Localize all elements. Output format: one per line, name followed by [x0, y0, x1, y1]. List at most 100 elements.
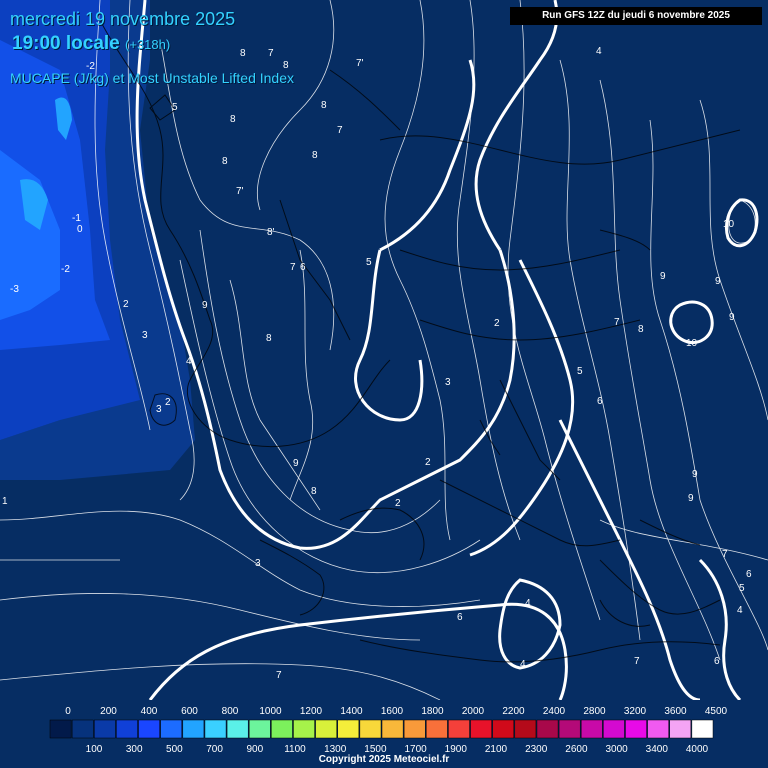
colorbar-top-label: 1200 — [300, 706, 323, 717]
colorbar-top-label: 2800 — [583, 706, 606, 717]
colorbar-swatch — [337, 719, 360, 739]
contour-label: 4 — [737, 605, 743, 616]
contour-label: 3 — [255, 558, 261, 569]
contour-label: 6 — [300, 262, 306, 273]
colorbar-swatch — [647, 719, 669, 739]
colorbar-bottom-label: 2100 — [485, 744, 508, 755]
forecast-time: 19:00 locale (+318h) — [12, 33, 170, 55]
colorbar-bottom-label: 900 — [246, 744, 263, 755]
cape-colorbar: 0 200 400 600 800 1000 1200 1400 1600 1800 2000 220… — [40, 700, 740, 768]
contour-label: 2 — [494, 318, 500, 329]
contour-label: 7 — [276, 670, 282, 681]
colorbar-top-label: 2400 — [543, 706, 566, 717]
colorbar-top-label: 1400 — [340, 706, 363, 717]
colorbar-swatch — [293, 719, 315, 739]
colorbar-swatch — [160, 719, 183, 739]
colorbar-swatch — [182, 719, 205, 739]
contour-label: 7 — [337, 125, 343, 136]
contour-label: 7 — [634, 656, 640, 667]
colorbar-swatch — [271, 719, 293, 739]
contour-label: 2 — [425, 457, 431, 468]
contour-label: 8 — [321, 100, 327, 111]
contour-label: 8 — [312, 150, 318, 161]
contour-label: 9 — [660, 271, 666, 282]
colorbar-top-label: 800 — [222, 706, 239, 717]
colorbar-top-label: 600 — [181, 706, 198, 717]
colorbar-swatch — [49, 719, 72, 739]
forecast-time-value: 19:00 locale — [12, 33, 120, 54]
contour-label: 7 — [722, 549, 728, 560]
colorbar-swatch — [204, 719, 227, 739]
copyright-text: Copyright 2025 Meteociel.fr — [318, 754, 450, 765]
colorbar-bottom-label: 2300 — [525, 744, 548, 755]
contour-label: 9 — [688, 493, 694, 504]
cape-cell-a — [55, 97, 72, 140]
forecast-lead: (+318h) — [125, 37, 171, 52]
colorbar-top-label: 1600 — [381, 706, 404, 717]
colorbar-swatch — [226, 719, 249, 739]
colorbar-bottom-label: 4000 — [686, 744, 709, 755]
contour-label: 9 — [202, 300, 208, 311]
contour-label: 4 — [525, 598, 531, 609]
contour-label: 6 — [597, 396, 603, 407]
contour-label: 9 — [729, 312, 735, 323]
colorbar-bottom-label: 3000 — [605, 744, 628, 755]
colorbar-swatch — [669, 719, 692, 739]
colorbar-top-label: 3600 — [664, 706, 687, 717]
contour-label: -2 — [86, 61, 95, 72]
colorbar-swatch — [492, 719, 515, 739]
colorbar-top-label: 1000 — [259, 706, 282, 717]
colorbar-top-label: 1800 — [421, 706, 444, 717]
contour-label: 7 — [290, 262, 296, 273]
contour-label: 5 — [577, 366, 583, 377]
colorbar-swatch — [691, 719, 714, 739]
colorbar-top-label: 2200 — [502, 706, 525, 717]
colorbar-bottom-label: 3400 — [646, 744, 669, 755]
contour-label: 6 — [755, 737, 761, 748]
colorbar-bottom-label: 1500 — [364, 744, 387, 755]
contour-label: 9 — [692, 469, 698, 480]
contour-label: -3 — [10, 284, 19, 295]
colorbar-swatch — [603, 719, 625, 739]
colorbar-swatch — [580, 719, 603, 739]
colorbar-bottom-label: 2600 — [565, 744, 588, 755]
run-info-badge: Run GFS 12Z du jeudi 6 novembre 2025 — [510, 7, 762, 25]
colorbar-swatch — [315, 719, 337, 739]
contour-label: -2 — [61, 264, 70, 275]
contour-label: 4 — [186, 356, 192, 367]
contour-label: 8 — [311, 486, 317, 497]
contour-label: 5 — [366, 257, 372, 268]
contour-label: 9 — [715, 276, 721, 287]
colorbar-top-label: 2000 — [462, 706, 485, 717]
contour-label: 2 — [123, 299, 129, 310]
colorbar-top-label: 0 — [65, 706, 71, 717]
contour-label: 4 — [520, 659, 526, 670]
colorbar-bottom-label: 1900 — [445, 744, 468, 755]
colorbar-swatch — [426, 719, 448, 739]
parameter-title: MUCAPE (J/kg) et Most Unstable Lifted In… — [10, 70, 294, 86]
contour-label: 8 — [230, 114, 236, 125]
contour-label: 3 — [156, 404, 162, 415]
colorbar-swatch — [381, 719, 404, 739]
contour-label: 1 — [2, 496, 8, 507]
colorbar-swatch — [116, 719, 138, 739]
colorbar-bottom-label: 500 — [166, 744, 183, 755]
contour-label: -1 — [72, 213, 81, 224]
colorbar-swatch — [94, 719, 116, 739]
colorbar-swatch — [359, 719, 382, 739]
contour-label: 8' — [267, 227, 275, 238]
contour-label: 8 — [283, 60, 289, 71]
colorbar-swatch — [470, 719, 492, 739]
colorbar-bottom-label: 100 — [86, 744, 103, 755]
contour-label: 6 — [746, 569, 752, 580]
colorbar-bottom-label: 1300 — [324, 744, 347, 755]
colorbar-bottom-label: 300 — [126, 744, 143, 755]
contour-label: 7 — [614, 317, 620, 328]
colorbar-bottom-label: 1100 — [284, 744, 306, 755]
contour-label: 8 — [240, 48, 246, 59]
contour-label: 10 — [686, 338, 698, 349]
colorbar-swatch — [558, 719, 581, 739]
contour-label: 8 — [638, 324, 644, 335]
